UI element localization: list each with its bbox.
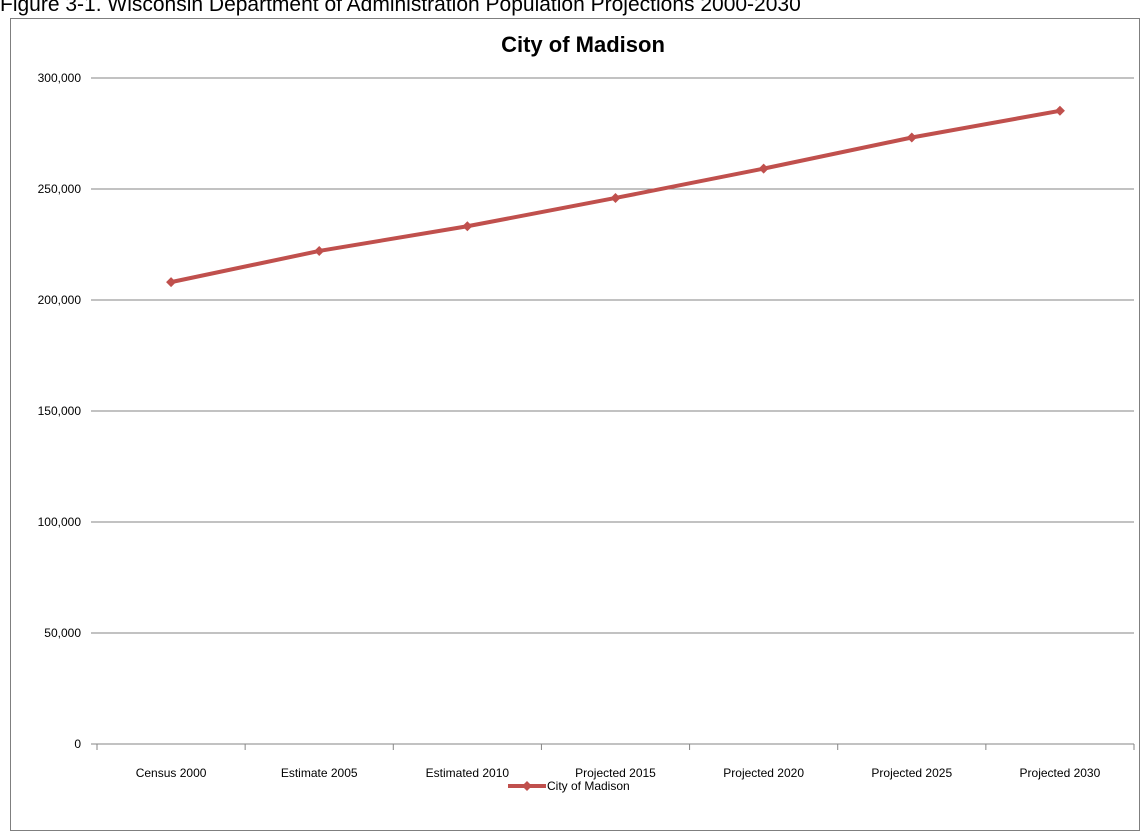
legend: City of Madison <box>508 779 630 793</box>
data-point <box>314 245 325 256</box>
legend-marker <box>522 781 532 791</box>
data-point <box>758 163 769 174</box>
y-tick-label: 150,000 <box>38 404 82 418</box>
chart-title: City of Madison <box>501 32 665 57</box>
x-tick-label: Census 2000 <box>136 766 207 780</box>
x-tick-label: Projected 2015 <box>575 766 656 780</box>
figure-caption: Figure 3-1. Wisconsin Department of Admi… <box>0 0 801 16</box>
series-layer <box>166 105 1065 288</box>
chart-frame <box>10 18 1140 831</box>
legend-label: City of Madison <box>547 779 630 793</box>
x-axis-ticks: Census 2000 Estimate 2005 Estimated 2010 Pr… <box>96 744 1135 780</box>
y-tick-label: 250,000 <box>38 182 82 196</box>
data-point <box>610 192 621 203</box>
data-point <box>1054 105 1065 116</box>
y-tick-label: 50,000 <box>44 626 81 640</box>
y-tick-label: 200,000 <box>38 293 82 307</box>
data-point <box>166 277 177 288</box>
x-tick-label: Estimated 2010 <box>426 766 510 780</box>
y-axis-ticks: 0 50,000 100,000 150,000 200,000 250,000 300,0… <box>38 71 97 751</box>
data-point <box>906 132 917 143</box>
x-tick-label: Projected 2025 <box>871 766 952 780</box>
x-tick-label: Projected 2030 <box>1020 766 1101 780</box>
y-tick-label: 100,000 <box>38 515 82 529</box>
x-tick-label: Estimate 2005 <box>281 766 358 780</box>
y-tick-label: 0 <box>74 737 81 751</box>
y-tick-label: 300,000 <box>38 71 82 85</box>
gridlines <box>97 77 1134 745</box>
data-point <box>462 221 473 232</box>
x-tick-label: Projected 2020 <box>723 766 804 780</box>
